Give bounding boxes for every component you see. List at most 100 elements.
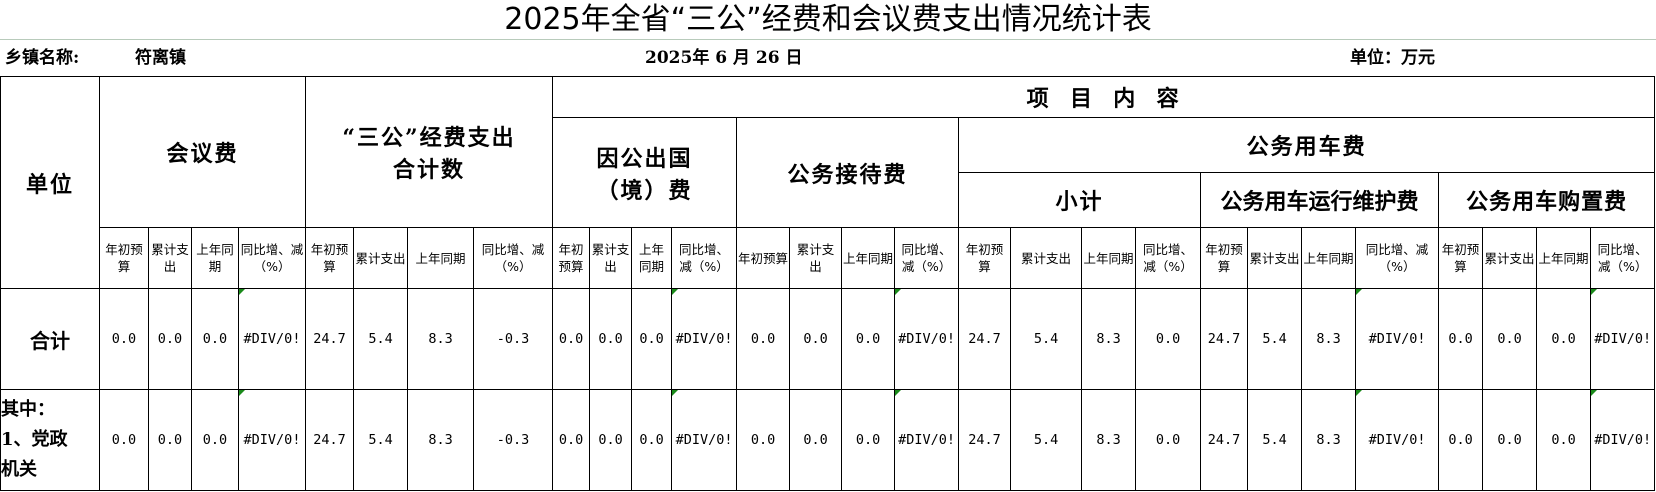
header-abroad-line1: 因公出国 bbox=[596, 145, 693, 172]
header-vehicle-ops: 公务用车运行维护费 bbox=[1200, 172, 1440, 228]
data-cell[interactable]: 8.3 bbox=[1301, 389, 1357, 491]
data-cell[interactable]: 0.0 bbox=[841, 389, 896, 491]
data-cell[interactable]: 0.0 bbox=[99, 288, 149, 390]
subheader-last-year: 上年同期 bbox=[841, 227, 896, 289]
subheader-spent: 累计支出 bbox=[353, 227, 409, 289]
subheader-yoy: 同比增、减（%） bbox=[1355, 227, 1440, 289]
header-meeting: 会议费 bbox=[98, 76, 307, 228]
data-cell[interactable]: 8.3 bbox=[1081, 389, 1137, 491]
subheader-yoy: 同比增、减（%） bbox=[894, 227, 960, 289]
township-label: 乡镇名称: bbox=[5, 48, 80, 68]
subheader-last-year: 上年同期 bbox=[1081, 227, 1137, 289]
data-cell[interactable]: -0.3 bbox=[473, 389, 554, 491]
subheader-spent: 累计支出 bbox=[148, 227, 192, 289]
stats-table: 单位 会议费 “三公”经费支出 合计数 项 目 内 容 因公出国 （境）费 公务… bbox=[0, 76, 1656, 491]
subheader-yoy: 同比增、减（%） bbox=[237, 227, 307, 289]
subheader-yoy: 同比增、减（%） bbox=[1135, 227, 1202, 289]
data-cell[interactable]: 0.0 bbox=[552, 389, 591, 491]
data-cell[interactable]: 0.0 bbox=[631, 389, 673, 491]
data-cell[interactable]: #DIV/0! bbox=[1355, 288, 1440, 390]
data-cell[interactable]: 0.0 bbox=[1135, 288, 1202, 390]
data-cell[interactable]: 0.0 bbox=[552, 288, 591, 390]
subheader-budget: 年初预算 bbox=[958, 227, 1012, 289]
header-vehicle: 公务用车费 bbox=[958, 117, 1656, 173]
data-cell[interactable]: 24.7 bbox=[958, 288, 1012, 390]
header-vehicle-purchase: 公务用车购置费 bbox=[1438, 172, 1656, 228]
data-cell[interactable]: #DIV/0! bbox=[671, 288, 738, 390]
data-cell[interactable]: 0.0 bbox=[148, 288, 192, 390]
data-cell[interactable]: 0.0 bbox=[1438, 389, 1484, 491]
data-cell[interactable]: #DIV/0! bbox=[1355, 389, 1440, 491]
data-cell[interactable]: #DIV/0! bbox=[894, 389, 960, 491]
subheader-yoy: 同比增、减（%） bbox=[671, 227, 738, 289]
data-cell[interactable]: 5.4 bbox=[353, 288, 409, 390]
subheader-yoy: 同比增、减（%） bbox=[1590, 227, 1656, 289]
data-cell[interactable]: 5.4 bbox=[1010, 389, 1083, 491]
data-cell[interactable]: 24.7 bbox=[305, 288, 355, 390]
data-cell[interactable]: 0.0 bbox=[589, 288, 633, 390]
data-cell[interactable]: 5.4 bbox=[1247, 288, 1303, 390]
subheader-budget: 年初预算 bbox=[99, 227, 149, 289]
data-cell[interactable]: 0.0 bbox=[841, 288, 896, 390]
subheader-budget: 年初预算 bbox=[552, 227, 591, 289]
data-cell[interactable]: 0.0 bbox=[1482, 389, 1538, 491]
report-date: 2025年 6 月 26 日 bbox=[645, 48, 803, 68]
data-cell[interactable]: 5.4 bbox=[1010, 288, 1083, 390]
subheader-spent: 累计支出 bbox=[1482, 227, 1538, 289]
data-cell[interactable]: 0.0 bbox=[191, 288, 239, 390]
data-cell[interactable]: 5.4 bbox=[1247, 389, 1303, 491]
subheader-budget: 年初预算 bbox=[1200, 227, 1249, 289]
subheader-spent: 累计支出 bbox=[589, 227, 633, 289]
data-cell[interactable]: #DIV/0! bbox=[237, 389, 307, 491]
subheader-budget: 年初预算 bbox=[305, 227, 355, 289]
header-unit: 单位 bbox=[0, 76, 100, 289]
header-project: 项 目 内 容 bbox=[552, 76, 1656, 118]
data-cell[interactable]: 0.0 bbox=[736, 389, 791, 491]
data-cell[interactable]: 0.0 bbox=[736, 288, 791, 390]
data-cell[interactable]: 24.7 bbox=[1200, 288, 1249, 390]
township-value: 符离镇 bbox=[135, 48, 186, 68]
subheader-spent: 累计支出 bbox=[789, 227, 843, 289]
data-cell[interactable]: 0.0 bbox=[99, 389, 149, 491]
subheader-spent: 累计支出 bbox=[1247, 227, 1303, 289]
data-cell[interactable]: 0.0 bbox=[1536, 389, 1592, 491]
data-cell[interactable]: 24.7 bbox=[305, 389, 355, 491]
unit-label: 单位：万元 bbox=[1350, 48, 1435, 68]
data-cell[interactable]: 0.0 bbox=[191, 389, 239, 491]
subheader-last-year: 上年同期 bbox=[407, 227, 475, 289]
data-cell[interactable]: 0.0 bbox=[1482, 288, 1538, 390]
data-cell[interactable]: 24.7 bbox=[1200, 389, 1249, 491]
subheader-last-year: 上年同期 bbox=[191, 227, 239, 289]
subheader-last-year: 上年同期 bbox=[1301, 227, 1357, 289]
data-cell[interactable]: 0.0 bbox=[1135, 389, 1202, 491]
subheader-spent: 累计支出 bbox=[1010, 227, 1083, 289]
data-cell[interactable]: #DIV/0! bbox=[1590, 389, 1656, 491]
data-cell[interactable]: 0.0 bbox=[589, 389, 633, 491]
header-sangong: “三公”经费支出 合计数 bbox=[305, 76, 554, 228]
data-cell[interactable]: -0.3 bbox=[473, 288, 554, 390]
header-sangong-line2: 合计数 bbox=[393, 157, 466, 183]
header-sangong-line1: “三公”经费支出 bbox=[342, 125, 516, 151]
data-cell[interactable]: 8.3 bbox=[407, 288, 475, 390]
data-cell[interactable]: 5.4 bbox=[353, 389, 409, 491]
subheader-last-year: 上年同期 bbox=[1536, 227, 1592, 289]
data-cell[interactable]: 8.3 bbox=[1301, 288, 1357, 390]
data-cell[interactable]: #DIV/0! bbox=[894, 288, 960, 390]
row-label-party-gov: 其中： 1、党政 机关 bbox=[0, 389, 100, 491]
data-cell[interactable]: #DIV/0! bbox=[237, 288, 307, 390]
data-cell[interactable]: 8.3 bbox=[1081, 288, 1137, 390]
data-cell[interactable]: 0.0 bbox=[148, 389, 192, 491]
row-label-total: 合计 bbox=[0, 288, 100, 390]
data-cell[interactable]: 0.0 bbox=[789, 389, 843, 491]
data-cell[interactable]: #DIV/0! bbox=[1590, 288, 1656, 390]
data-cell[interactable]: 0.0 bbox=[789, 288, 843, 390]
data-cell[interactable]: 0.0 bbox=[631, 288, 673, 390]
header-abroad: 因公出国 （境）费 bbox=[552, 117, 738, 228]
data-cell[interactable]: 8.3 bbox=[407, 389, 475, 491]
data-cell[interactable]: 0.0 bbox=[1438, 288, 1484, 390]
data-cell[interactable]: #DIV/0! bbox=[671, 389, 738, 491]
data-cell[interactable]: 24.7 bbox=[958, 389, 1012, 491]
subheader-yoy: 同比增、减（%） bbox=[473, 227, 554, 289]
data-cell[interactable]: 0.0 bbox=[1536, 288, 1592, 390]
header-subtotal: 小计 bbox=[958, 172, 1202, 228]
